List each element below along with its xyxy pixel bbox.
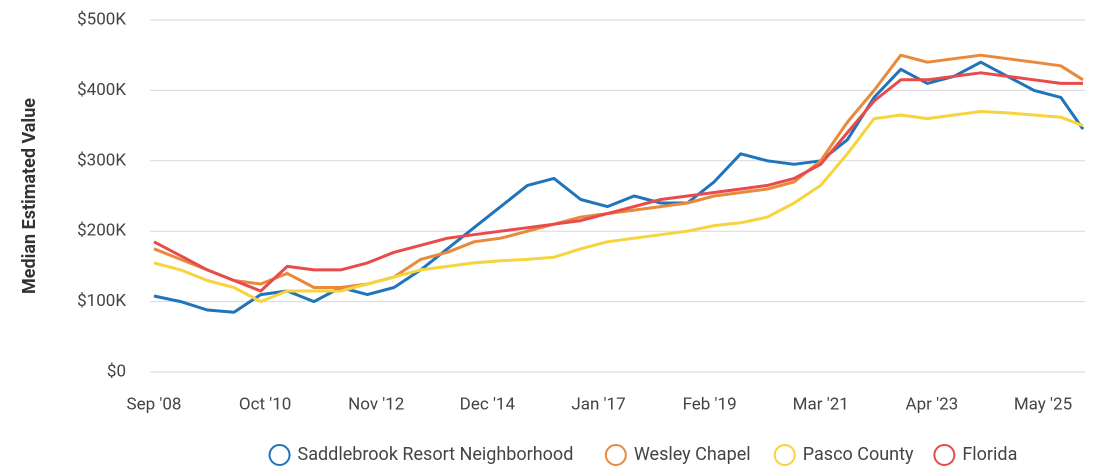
y-tick-label: $500K [77,9,126,29]
series-line [153,53,1084,289]
x-tick-label: Jan '17 [571,394,625,414]
x-tick-label: Apr '23 [906,394,959,414]
y-tick-label: $400K [77,80,126,100]
y-tick-label: $200K [77,221,126,241]
legend-label[interactable]: Wesley Chapel [634,444,751,465]
y-tick-label: $0 [107,361,126,381]
legend-label[interactable]: Saddlebrook Resort Neighborhood [298,444,574,465]
y-tick-label: $300K [77,150,126,170]
x-tick-label: Feb '19 [683,394,737,414]
x-tick-label: Sep '08 [127,394,182,414]
series-line [153,60,1085,314]
legend-marker[interactable] [773,444,796,466]
x-tick-label: Oct '10 [239,394,291,414]
legend-label[interactable]: Florida [962,444,1017,465]
series-line [153,71,1083,293]
series-line [153,110,1084,304]
x-tick-label: Mar '21 [793,394,849,414]
y-tick-label: $100K [77,291,126,311]
x-tick-label: May '25 [1014,394,1072,414]
x-tick-label: Nov '12 [348,394,404,414]
y-axis-title: Median Estimated Value [19,98,40,294]
legend-marker[interactable] [268,444,291,466]
legend-marker[interactable] [933,444,956,466]
x-tick-label: Dec '14 [460,394,516,414]
legend-marker[interactable] [604,444,627,466]
legend-label[interactable]: Pasco County [803,444,914,465]
